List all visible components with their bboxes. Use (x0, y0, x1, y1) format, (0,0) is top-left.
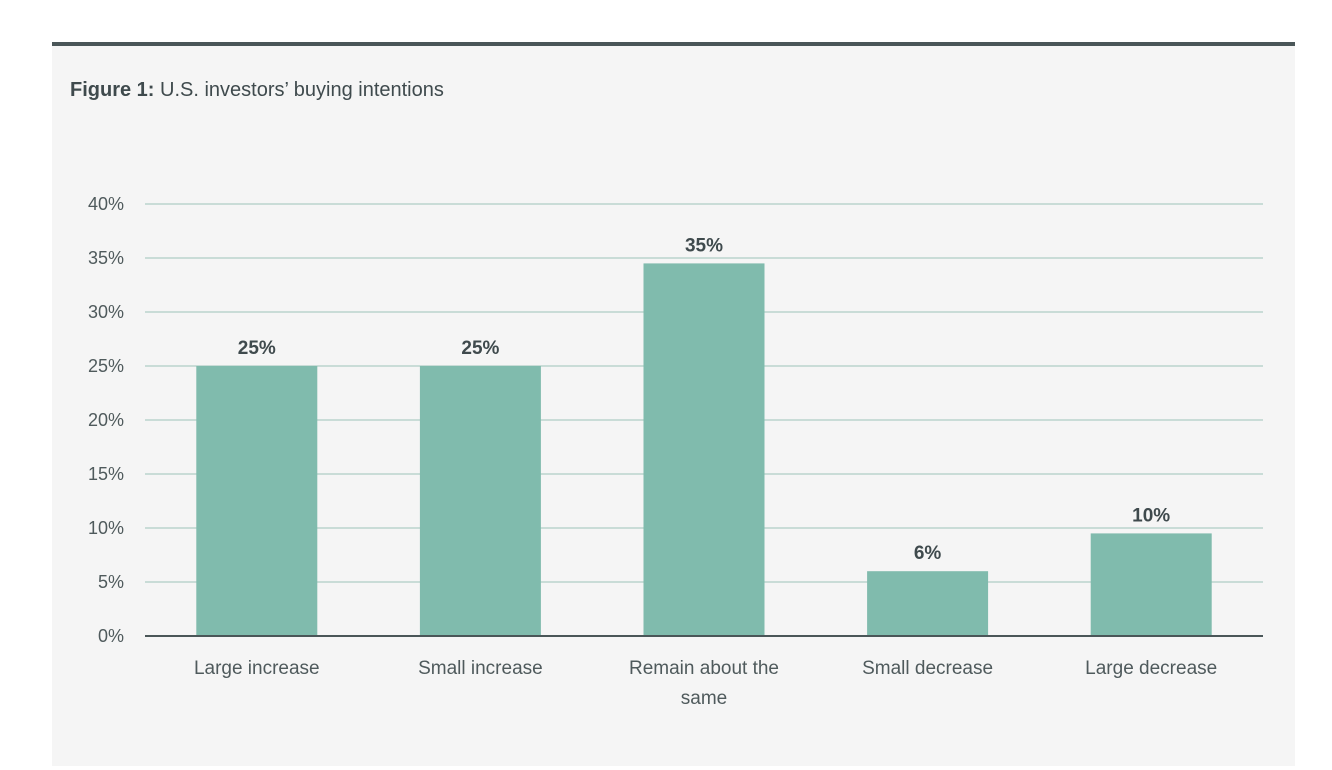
bar (1090, 533, 1212, 636)
data-label: 35% (685, 235, 723, 256)
data-label: 10% (1132, 505, 1170, 526)
data-label: 25% (238, 338, 276, 359)
x-tick-label: Large decrease (1085, 658, 1217, 679)
y-tick-label: 0% (98, 626, 124, 646)
bar (196, 366, 318, 636)
y-tick-label: 40% (88, 194, 124, 214)
chart-title-lead: Figure 1: (70, 79, 155, 101)
x-tick-label: same (681, 688, 727, 709)
y-tick-label: 25% (88, 356, 124, 376)
x-tick-label: Remain about the (629, 658, 779, 679)
x-tick-label: Large increase (194, 658, 320, 679)
data-label: 25% (461, 338, 499, 359)
y-tick-label: 20% (88, 410, 124, 430)
y-tick-label: 5% (98, 572, 124, 592)
bar (643, 263, 765, 636)
y-tick-label: 15% (88, 464, 124, 484)
y-tick-label: 10% (88, 518, 124, 538)
x-tick-label: Small increase (418, 658, 543, 679)
chart-panel: Figure 1: U.S. investors’ buying intenti… (52, 42, 1295, 766)
y-tick-label: 30% (88, 302, 124, 322)
y-tick-label: 35% (88, 248, 124, 268)
chart-title: Figure 1: U.S. investors’ buying intenti… (70, 79, 444, 102)
x-tick-label: Small decrease (862, 658, 993, 679)
bar (867, 571, 989, 636)
bar-chart: 0% 5% 10% 15% 20% 25% 30% 35% 40% 25% Large increa… (88, 194, 1263, 709)
chart-title-text: U.S. investors’ buying intentions (160, 79, 444, 101)
data-label: 6% (914, 543, 942, 564)
bar (419, 366, 541, 636)
